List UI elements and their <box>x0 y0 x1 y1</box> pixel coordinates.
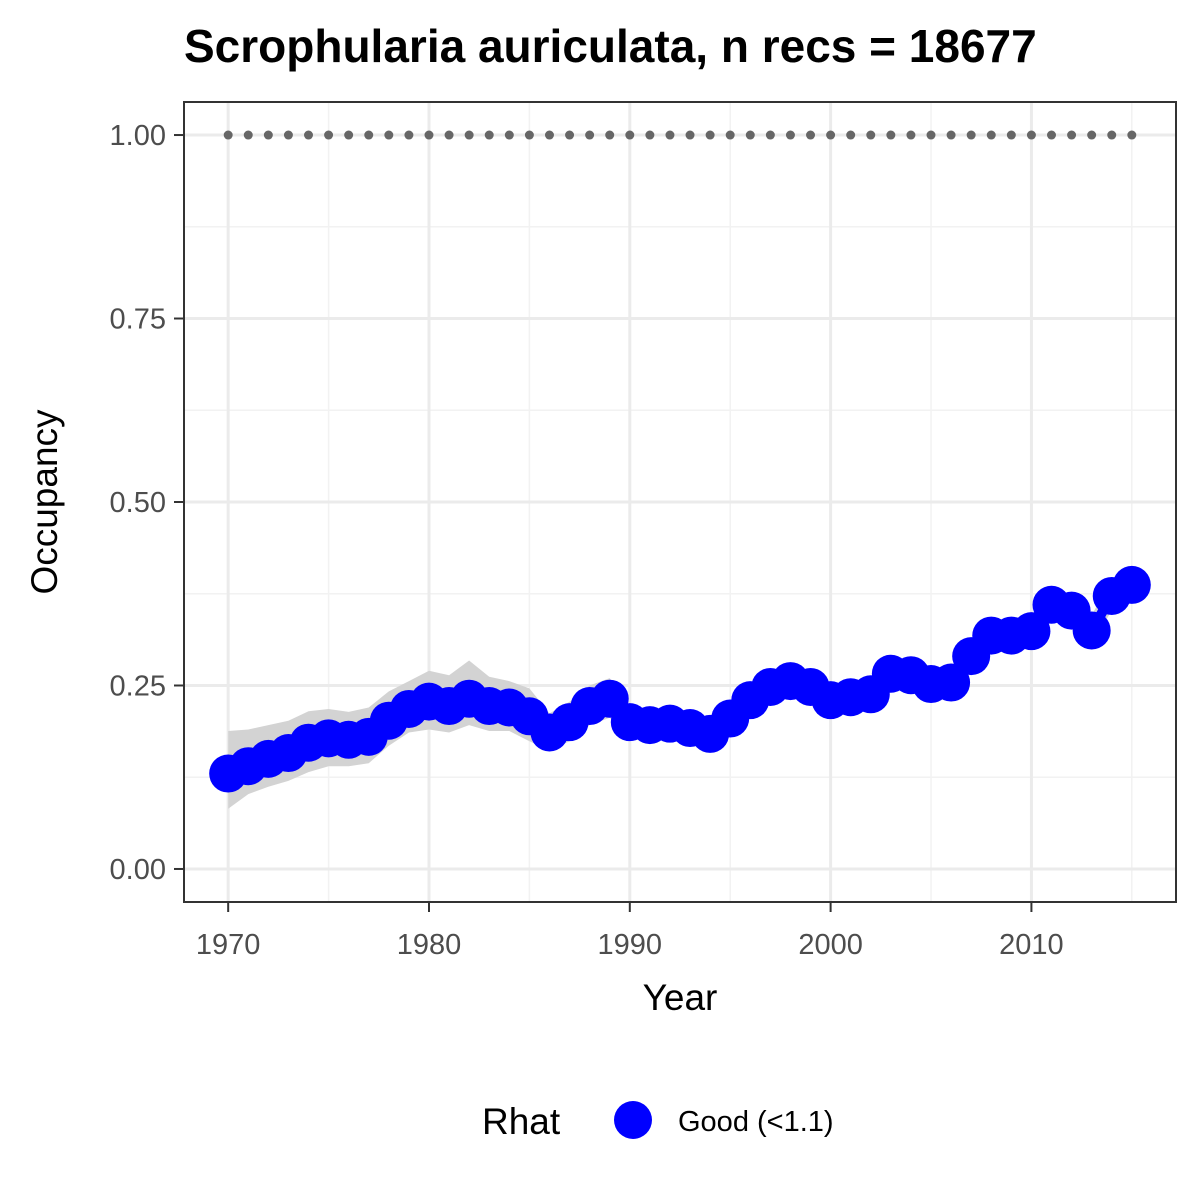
reference-dot <box>444 130 454 140</box>
major-gridlines <box>184 102 1176 902</box>
chart-title: Scrophularia auriculata, n recs = 18677 <box>184 20 1037 72</box>
reference-dot <box>364 130 374 140</box>
reference-dot <box>1026 130 1036 140</box>
reference-dot <box>424 130 434 140</box>
reference-dot <box>1127 130 1137 140</box>
legend-title: Rhat <box>482 1101 561 1142</box>
reference-line-dotted <box>223 130 1137 140</box>
x-axis: 1970 1980 1990 2000 2010 <box>196 902 1064 961</box>
x-tick-label: 1970 <box>196 929 261 961</box>
x-tick-label: 1990 <box>598 929 663 961</box>
reference-dot <box>886 130 896 140</box>
reference-dot <box>1046 130 1056 140</box>
reference-dot <box>946 130 956 140</box>
reference-dot <box>966 130 976 140</box>
reference-dot <box>645 130 655 140</box>
reference-dot <box>625 130 635 140</box>
reference-dot <box>384 130 394 140</box>
reference-dot <box>504 130 514 140</box>
reference-dot <box>785 130 795 140</box>
reference-dot <box>1067 130 1077 140</box>
y-tick-label: 0.50 <box>110 487 166 519</box>
x-tick-label: 2000 <box>798 929 863 961</box>
reference-dot <box>585 130 595 140</box>
reference-dot <box>866 130 876 140</box>
reference-dot <box>484 130 494 140</box>
reference-dot <box>324 130 334 140</box>
y-tick-label: 0.75 <box>110 304 166 336</box>
reference-dot <box>223 130 233 140</box>
reference-dot <box>464 130 474 140</box>
x-tick-label: 1980 <box>397 929 462 961</box>
reference-dot <box>846 130 856 140</box>
legend-key-good <box>614 1101 652 1139</box>
y-tick-label: 1.00 <box>110 120 166 152</box>
occupancy-point <box>932 663 971 702</box>
reference-dot <box>1107 130 1117 140</box>
reference-dot <box>263 130 273 140</box>
reference-dot <box>725 130 735 140</box>
y-tick-label: 0.25 <box>110 670 166 702</box>
reference-dot <box>826 130 836 140</box>
legend-label-good: Good (<1.1) <box>678 1106 834 1138</box>
reference-dot <box>806 130 816 140</box>
legend: Rhat Good (<1.1) <box>482 1101 834 1142</box>
x-axis-title: Year <box>643 977 718 1018</box>
reference-dot <box>605 130 615 140</box>
occupancy-point <box>1072 611 1111 650</box>
reference-dot <box>565 130 575 140</box>
reference-dot <box>283 130 293 140</box>
reference-dot <box>926 130 936 140</box>
reference-dot <box>705 130 715 140</box>
reference-dot <box>544 130 554 140</box>
reference-dot <box>765 130 775 140</box>
reference-dot <box>243 130 253 140</box>
reference-dot <box>685 130 695 140</box>
reference-dot <box>665 130 675 140</box>
reference-dot <box>745 130 755 140</box>
reference-dot <box>986 130 996 140</box>
y-axis-title: Occupancy <box>24 409 65 595</box>
reference-dot <box>1087 130 1097 140</box>
reference-dot <box>1006 130 1016 140</box>
occupancy-point <box>1012 612 1051 651</box>
x-tick-label: 2010 <box>999 929 1064 961</box>
y-axis: 0.00 0.25 0.50 0.75 1.00 <box>110 120 184 886</box>
reference-dot <box>906 130 916 140</box>
reference-dot <box>524 130 534 140</box>
occupancy-point <box>1112 565 1151 604</box>
reference-dot <box>344 130 354 140</box>
y-tick-label: 0.00 <box>110 854 166 886</box>
reference-dot <box>404 130 414 140</box>
occupancy-points <box>209 565 1151 793</box>
reference-dot <box>304 130 314 140</box>
